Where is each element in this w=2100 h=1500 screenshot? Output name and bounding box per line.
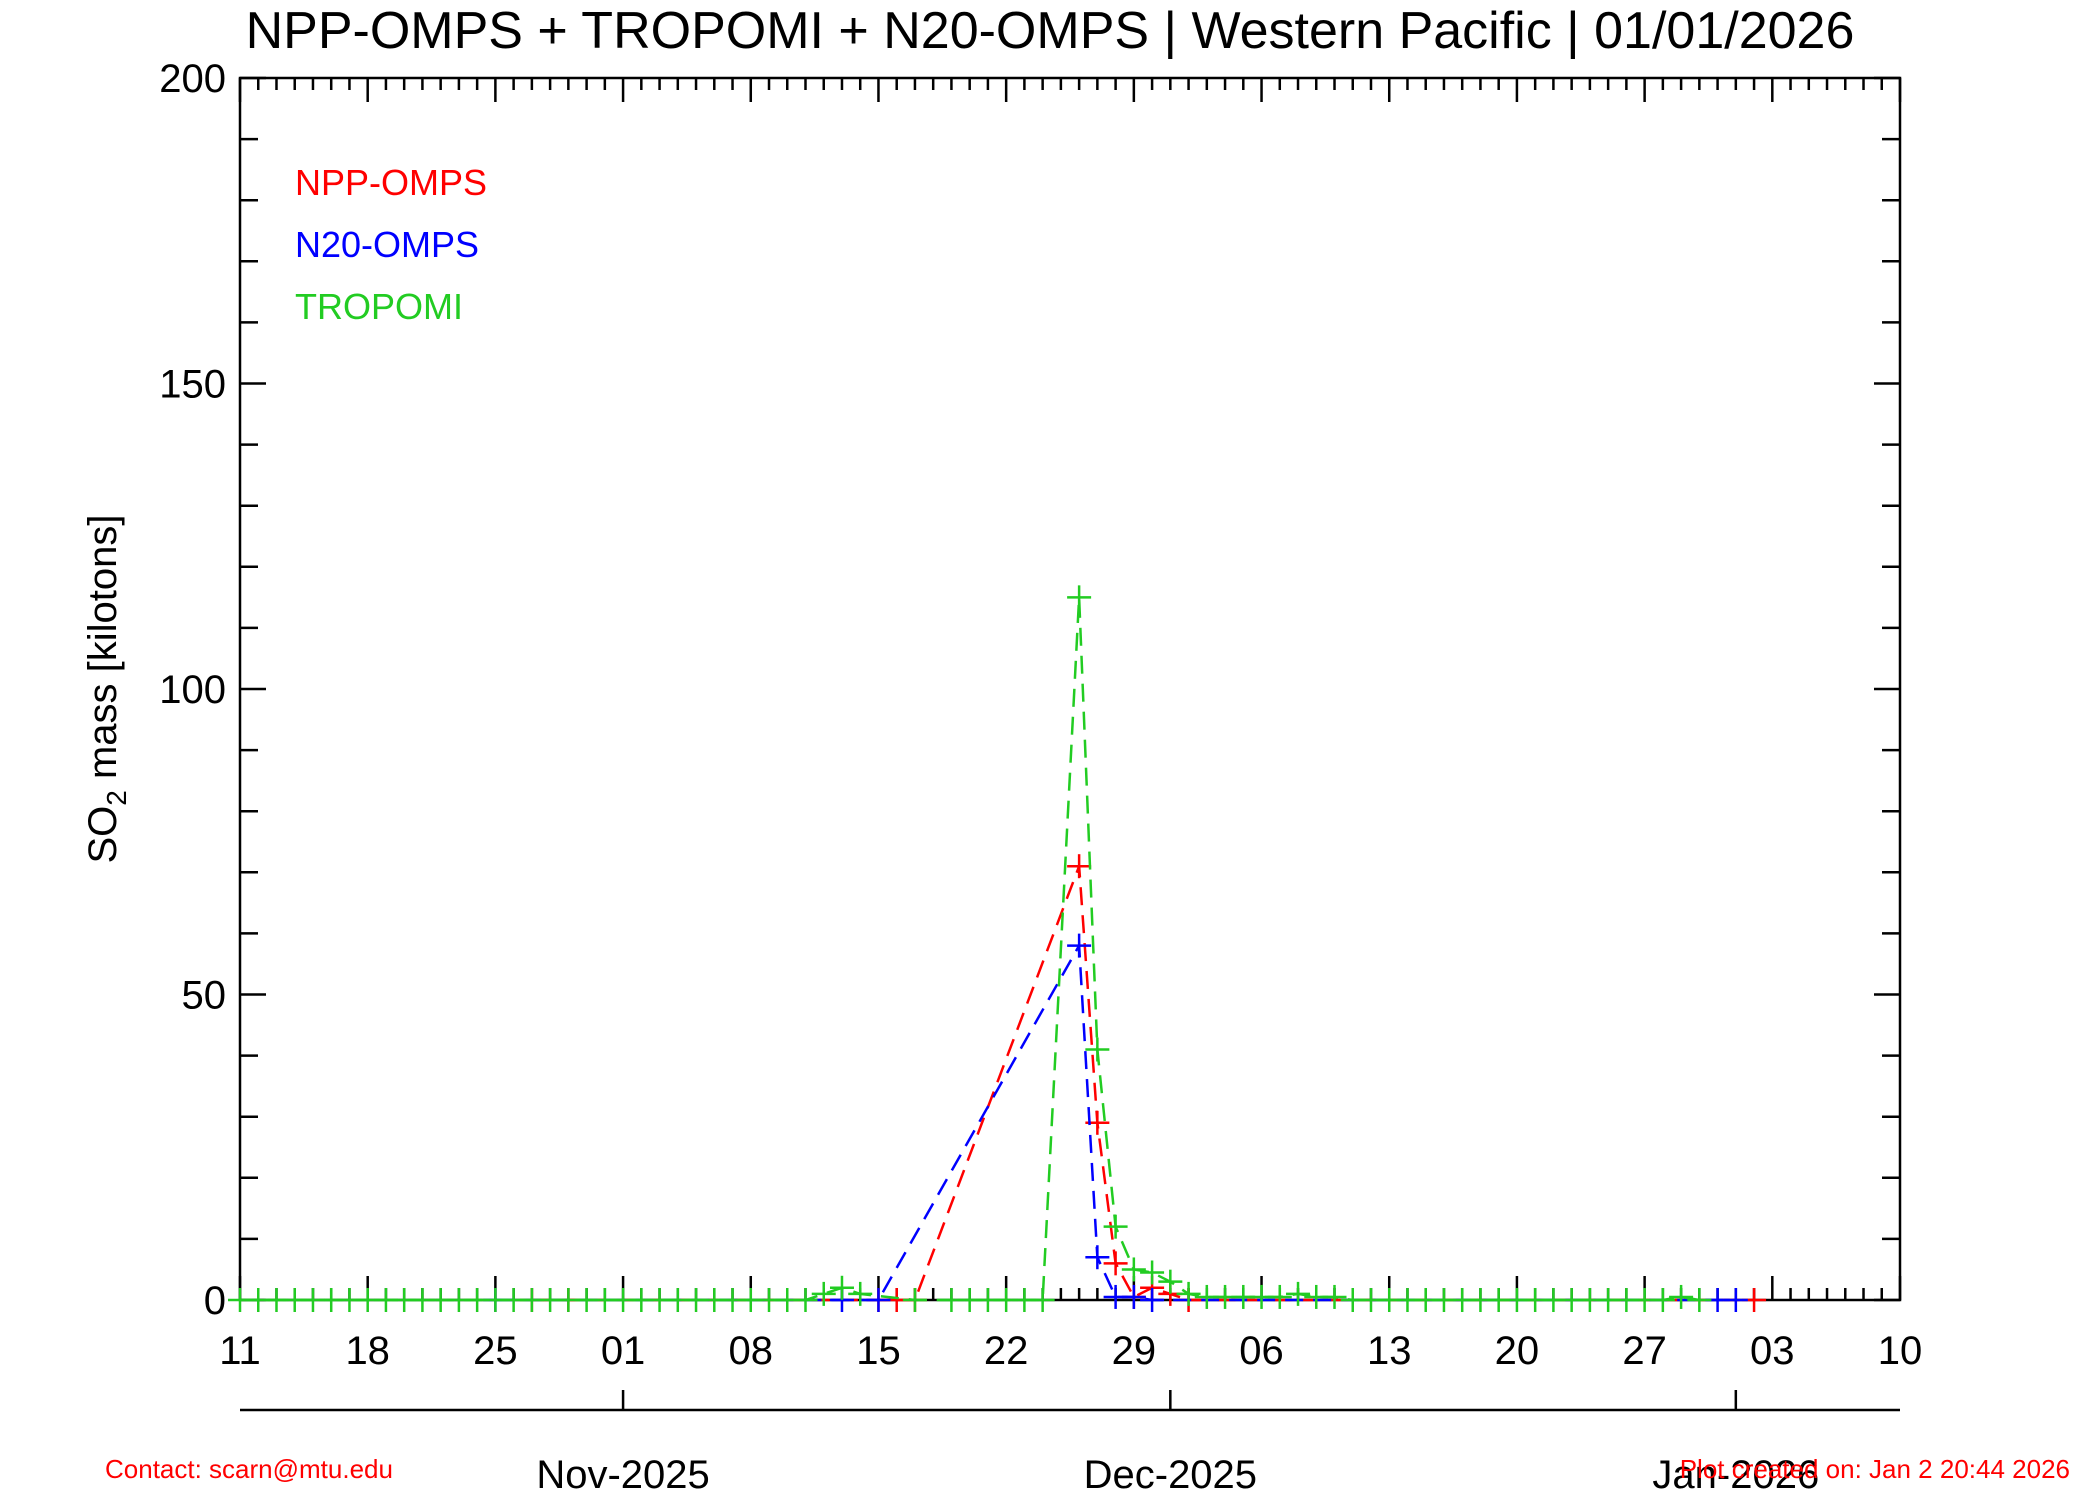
x-axis-ticks: 11 18 25 01 08 15 22 29 06 13 20 27 03 10 [219, 78, 1922, 1373]
x-tick-label: 25 [473, 1329, 518, 1373]
x-tick-label: 29 [1112, 1329, 1157, 1373]
legend-entry: TROPOMI [295, 286, 463, 327]
data-point [1669, 1284, 1694, 1309]
data-point [848, 1281, 873, 1306]
data-point [1067, 585, 1092, 610]
y-axis-ticks: 0 50 100 150 200 [159, 57, 1900, 1323]
footer-contact: Contact: scarn@mtu.edu [105, 1454, 393, 1484]
data-point [1687, 1288, 1712, 1312]
y-tick-label: 100 [159, 668, 226, 712]
data-point [1322, 1284, 1347, 1309]
x-tick-label: 22 [984, 1329, 1029, 1373]
data-point [1140, 1260, 1165, 1285]
data-point [1723, 1288, 1748, 1312]
x-tick-label: 15 [856, 1329, 901, 1373]
data-point [1650, 1288, 1675, 1312]
series-line [495, 941, 1736, 1302]
x-tick-label: 10 [1878, 1329, 1923, 1373]
data-point [1103, 1214, 1128, 1239]
x-tick-label: 20 [1495, 1329, 1540, 1373]
series-line [240, 597, 1700, 1302]
x-tick-label: 11 [219, 1329, 261, 1373]
legend-entry: N20-OMPS [295, 224, 479, 265]
y-axis-label-unit: mass [kilotons] [81, 514, 125, 790]
x-tick-label: 18 [345, 1329, 390, 1373]
y-axis-label-subscript: 2 [101, 790, 132, 806]
legend: NPP-OMPS N20-OMPS TROPOMI [295, 162, 487, 327]
x-tick-label: 03 [1750, 1329, 1795, 1373]
y-tick-label: 200 [159, 57, 226, 101]
y-tick-label: 0 [204, 1279, 226, 1323]
data-point [811, 1281, 836, 1306]
data-series [228, 585, 1767, 1312]
footer-created: Plot created on: Jan 2 20:44 2026 [1680, 1454, 2070, 1484]
x-tick-label: 13 [1367, 1329, 1412, 1373]
data-point [902, 1288, 927, 1312]
x-tick-label: 01 [601, 1329, 646, 1373]
data-point [1176, 1281, 1201, 1306]
series-npp-omps [519, 854, 1767, 1312]
month-label: Nov-2025 [536, 1453, 709, 1497]
data-point [1030, 1288, 1055, 1312]
x-tick-label: 06 [1239, 1329, 1284, 1373]
y-tick-label: 150 [159, 363, 226, 407]
data-point [1267, 1284, 1292, 1309]
data-point [1121, 1284, 1146, 1309]
y-tick-label: 50 [182, 974, 227, 1018]
data-point [1103, 1251, 1128, 1276]
data-point [1067, 854, 1092, 879]
data-point [793, 1288, 818, 1312]
data-point [1085, 1245, 1110, 1270]
y-axis-label-text: SO [81, 806, 125, 864]
data-point [866, 1288, 891, 1312]
x-tick-label: 27 [1622, 1329, 1667, 1373]
series-line [531, 865, 1755, 1302]
data-point [1085, 1037, 1110, 1062]
data-point [829, 1275, 854, 1300]
series-tropomi [228, 585, 1712, 1312]
chart-title: NPP-OMPS + TROPOMI + N20-OMPS | Western … [246, 2, 1855, 60]
plot-frame [238, 76, 1902, 1302]
plot-axes [238, 76, 1902, 1302]
data-point [1158, 1269, 1183, 1294]
data-point [1067, 933, 1092, 958]
data-point [1121, 1257, 1146, 1282]
month-axis: Nov-2025 Dec-2025 Jan-2026 [240, 1390, 1900, 1497]
month-label: Jan-2026 [1652, 1453, 1819, 1497]
data-point [1140, 1288, 1165, 1312]
y-axis-label: SO2 mass [kilotons] [81, 514, 132, 863]
data-point [1286, 1281, 1311, 1306]
month-label: Dec-2025 [1084, 1453, 1257, 1497]
legend-entry: NPP-OMPS [295, 162, 487, 203]
x-tick-label: 08 [729, 1329, 774, 1373]
